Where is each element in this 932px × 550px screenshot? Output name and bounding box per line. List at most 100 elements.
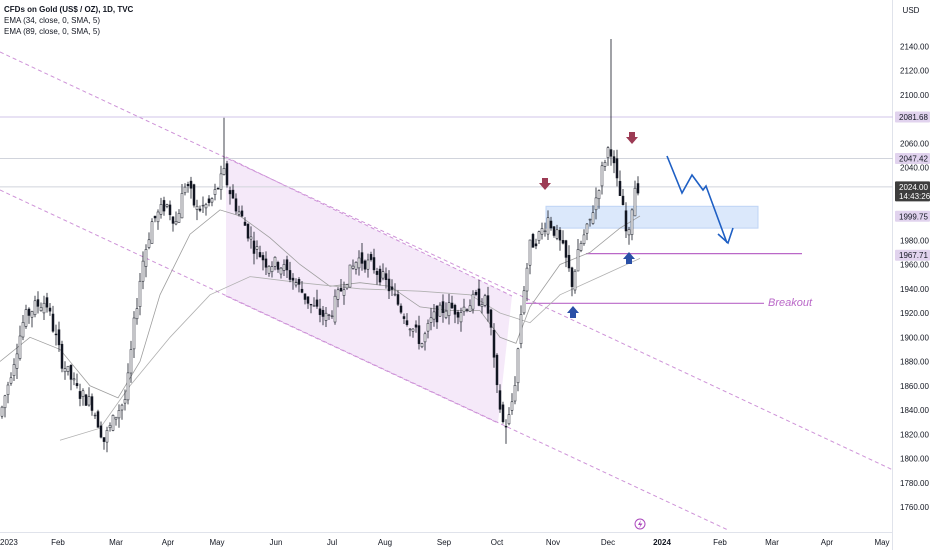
price-tag — [895, 181, 930, 202]
candle-body — [396, 294, 400, 305]
candle-body — [465, 309, 469, 311]
candle-body — [354, 262, 358, 270]
candle-body — [525, 267, 529, 292]
candle-body — [270, 266, 274, 272]
candle-body — [489, 309, 493, 328]
candle-body — [231, 189, 235, 199]
candle-body — [462, 306, 466, 313]
candle-body — [9, 377, 13, 384]
candle-body — [456, 311, 460, 318]
candle-body — [615, 158, 619, 179]
candle-body — [450, 302, 454, 309]
candle-body — [567, 254, 571, 269]
candle-body — [141, 260, 145, 282]
ema-89-line — [59, 258, 641, 441]
candle-body — [126, 372, 130, 401]
y-tick-label: 1940.00 — [900, 285, 929, 294]
candle-body — [498, 390, 502, 410]
candle-body — [477, 288, 481, 306]
candle-body — [435, 305, 439, 323]
candle-body — [294, 282, 298, 286]
x-tick-label: May — [209, 538, 224, 547]
y-tick-label: 1840.00 — [900, 406, 929, 415]
candle-body — [207, 198, 211, 204]
candle-body — [105, 430, 109, 443]
candle-body — [72, 378, 76, 381]
candle-body — [138, 280, 142, 307]
candle-body — [267, 266, 271, 274]
candle-body — [345, 284, 349, 289]
candle-body — [609, 149, 613, 157]
candle-body — [243, 221, 247, 226]
y-tick-label: 2100.00 — [900, 91, 929, 100]
candle-body — [114, 416, 118, 420]
candle-body — [414, 324, 418, 328]
candle-body — [45, 297, 49, 308]
candle-body — [18, 335, 22, 359]
candle-body — [60, 343, 64, 369]
candle-body — [192, 184, 196, 206]
candle-body — [96, 411, 100, 428]
candle-body — [372, 257, 376, 271]
candle-body — [276, 262, 280, 270]
candle-body — [570, 267, 574, 287]
candle-body — [594, 197, 598, 211]
currency-label: USD — [903, 6, 920, 15]
y-tick-label: 1820.00 — [900, 430, 929, 439]
candle-body — [411, 328, 415, 332]
candle-body — [147, 239, 151, 248]
candle-body — [321, 309, 325, 317]
candle-body — [408, 328, 412, 331]
candle-body — [585, 223, 589, 234]
legend-ema-89: EMA (89, close, 0, SMA, 5) — [4, 27, 101, 36]
candle-body — [573, 270, 577, 291]
candle-body — [510, 401, 514, 411]
candle-body — [99, 425, 103, 438]
candle-body — [522, 290, 526, 314]
candle-body — [84, 394, 88, 406]
candle-body — [315, 299, 319, 307]
buy-arrow-1 — [567, 306, 579, 318]
candle-body — [438, 304, 442, 317]
candle-body — [507, 414, 511, 425]
candle-body — [81, 390, 85, 397]
sell-arrow-2 — [626, 132, 638, 144]
candle-body — [195, 205, 199, 210]
candle-body — [234, 198, 238, 212]
candle-body — [324, 312, 328, 321]
candle-body — [429, 317, 433, 323]
x-tick-label: Dec — [601, 538, 615, 547]
candle-body — [339, 287, 343, 292]
candle-body — [69, 364, 73, 380]
candle-body — [342, 289, 346, 296]
ema-34-line — [0, 209, 641, 399]
legend-ema-34: EMA (34, close, 0, SMA, 5) — [4, 16, 101, 25]
candle-body — [288, 270, 292, 280]
candle-body — [603, 162, 607, 167]
countdown-label: 14:43:26 — [899, 192, 931, 201]
candle-body — [171, 216, 175, 224]
candle-body — [357, 257, 361, 269]
y-tick-label: 1960.00 — [900, 261, 929, 270]
candle-body — [453, 304, 457, 315]
candle-body — [216, 187, 220, 190]
x-tick-label: Oct — [491, 538, 504, 547]
candle-body — [441, 301, 445, 313]
x-tick-label: Apr — [821, 538, 834, 547]
candle-body — [582, 234, 586, 244]
candle-body — [252, 240, 256, 254]
candle-body — [240, 210, 244, 217]
candle-body — [111, 415, 115, 431]
lightning-icon[interactable] — [634, 518, 646, 530]
chart-legend: CFDs on Gold (US$ / OZ), 1D, TVC EMA (34… — [4, 4, 133, 37]
x-tick-label: Mar — [109, 538, 123, 547]
candle-body — [297, 279, 301, 285]
candle-body — [387, 278, 391, 292]
candle-body — [291, 277, 295, 281]
candle-body — [552, 226, 556, 236]
candle-body — [618, 181, 622, 196]
candle-body — [249, 236, 253, 240]
price-tag-label: 2047.42 — [899, 155, 928, 164]
candle-body — [381, 271, 385, 279]
